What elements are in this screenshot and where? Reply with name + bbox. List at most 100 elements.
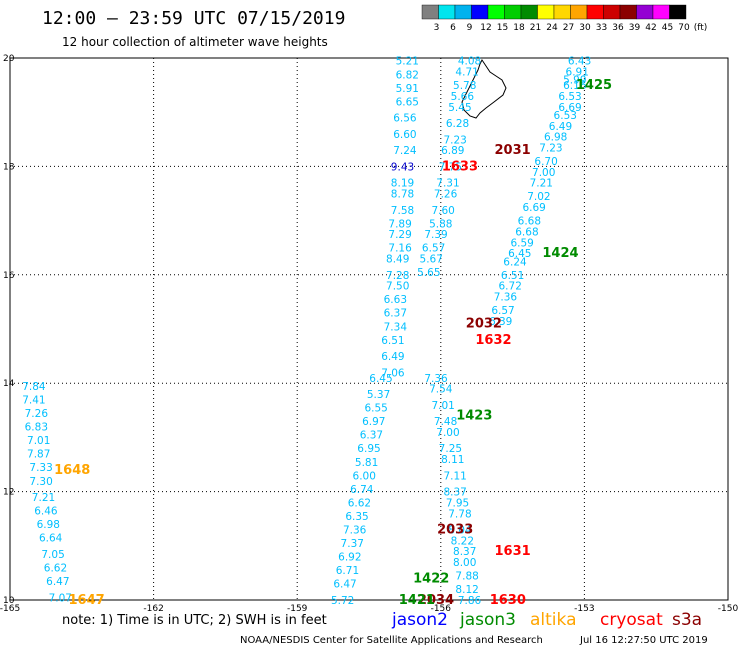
wave-height-value: 6.47 [46,576,69,588]
colorbar-swatch [537,4,555,20]
colorbar-label: 27 [563,23,574,33]
wave-height-value: 7.21 [530,178,553,190]
wave-height-value: 5.66 [451,91,475,103]
colorbar-label: 24 [546,23,558,33]
satellite-legend-s3a: s3a [672,610,702,630]
wave-height-value: 6.24 [503,256,527,268]
colorbar-label: (ft) [694,23,708,33]
wave-height-value: 9.43 [391,161,414,173]
wave-height-value: 6.55 [364,403,387,415]
x-tick-label: -165 [0,604,20,614]
wave-height-value: 8.37 [453,546,476,558]
wave-height-value: 6.72 [499,281,522,293]
satellite-legend-jason3: jason3 [459,610,516,630]
wave-height-value: 8.00 [453,557,476,569]
wave-height-value: 6.63 [384,294,407,306]
wave-height-value: 6.49 [381,351,404,363]
footer-credit: NOAA/NESDIS Center for Satellite Applica… [240,635,543,646]
satellite-legend-jason2: jason2 [391,610,448,630]
wave-height-value: 7.00 [532,167,555,179]
wave-height-value: 5.65 [417,267,440,279]
colorbar-swatch [619,4,637,20]
pass-time-label: 2031 [495,143,531,158]
colorbar-label: 39 [629,23,641,33]
colorbar-swatch [454,4,472,20]
wave-height-value: 6.98 [544,132,567,144]
wave-height-value: 7.23 [539,142,562,154]
wave-height-value: 8.11 [441,454,464,466]
x-tick-label: -162 [143,604,163,614]
wave-height-value: 5.37 [367,389,390,401]
wave-height-value: 7.50 [386,281,409,293]
pass-time-label: 1425 [576,78,612,93]
colorbar-label: 21 [530,23,541,33]
wave-height-value: 6.57 [422,243,445,255]
colorbar-swatch [504,4,522,20]
colorbar-label: 36 [612,23,624,33]
pass-time-label: 2032 [466,317,502,332]
wave-height-value: 5.99 [563,75,586,87]
wave-height-value: 7.26 [25,408,49,420]
wave-height-value: 7.01 [27,435,50,447]
wave-height-value: 6.71 [336,565,359,577]
wave-height-value: 7.26 [434,189,458,201]
wave-height-value: 6.60 [393,129,416,141]
colorbar-swatch [438,4,456,20]
wave-height-value: 6.97 [362,416,385,428]
wave-height-value: 6.64 [39,533,63,545]
wave-height-value: 4.71 [455,67,478,79]
wave-height-value: 7.36 [424,373,448,385]
colorbar-label: 12 [480,23,491,33]
pass-time-label: 1631 [495,544,531,559]
wave-height-value: 4.08 [458,56,481,68]
wave-height-value: 6.83 [25,422,48,434]
wave-height-value: 6.82 [396,69,419,81]
wave-height-value: 6.68 [515,226,538,238]
wave-height-value: 7.33 [29,462,52,474]
colorbar-label: 33 [596,23,607,33]
wave-height-value: 8.22 [451,535,474,547]
pass-time-label: 2034 [418,593,454,608]
chart-title: 12:00 – 23:59 UTC 07/15/2019 [42,8,345,29]
wave-height-value: 7.02 [527,191,550,203]
wave-height-value: 5.21 [396,56,419,68]
colorbar-legend: 3 6 9 12 15 18 21 24 27 30 33 36 39 42 45 70 (ft) [421,4,708,33]
wave-height-value: 7.28 [386,270,409,282]
colorbar-swatch [520,4,538,20]
pass-time-label: 1647 [68,593,104,608]
wave-height-value: 8.12 [455,584,478,596]
pass-time-label: 1423 [456,409,492,424]
wave-height-value: 5.67 [420,254,443,266]
y-tick-label: 18 [3,162,15,172]
wave-height-value: 6.57 [491,305,514,317]
plot-frame [9,57,729,601]
pass-time-label: 1633 [442,159,478,174]
colorbar-label: 6 [450,23,456,33]
wave-height-value: 7.05 [41,549,64,561]
wave-height-value: 7.25 [439,443,462,455]
pass-time-label: 1422 [413,571,449,586]
wave-height-value: 8.04 [448,525,472,537]
wave-height-value: 6.46 [34,506,58,518]
wave-height-value: 8.37 [443,487,466,499]
wave-height-value: 7.16 [388,243,412,255]
wave-height-value: 7.21 [32,492,55,504]
colorbar-swatch [586,4,604,20]
wave-height-value: 7.58 [391,205,414,217]
wave-height-value: 6.28 [446,118,469,130]
wave-height-value: 6.00 [353,470,376,482]
wave-height-value: 7.36 [343,525,367,537]
colorbar-label: 30 [579,23,591,33]
colorbar-swatch [487,4,505,20]
wave-height-value: 6.65 [396,96,419,108]
wave-height-value: 5.72 [331,595,354,607]
wave-height-value: 6.62 [348,497,371,509]
x-tick-label: -150 [718,604,739,614]
wave-height-value: 6.45 [369,373,392,385]
wave-height-value: 7.01 [431,400,454,412]
colorbar-swatch [636,4,654,20]
wave-height-value: 7.39 [424,229,447,241]
wave-height-value: 6.74 [350,484,374,496]
pass-time-label: 2033 [437,523,473,538]
